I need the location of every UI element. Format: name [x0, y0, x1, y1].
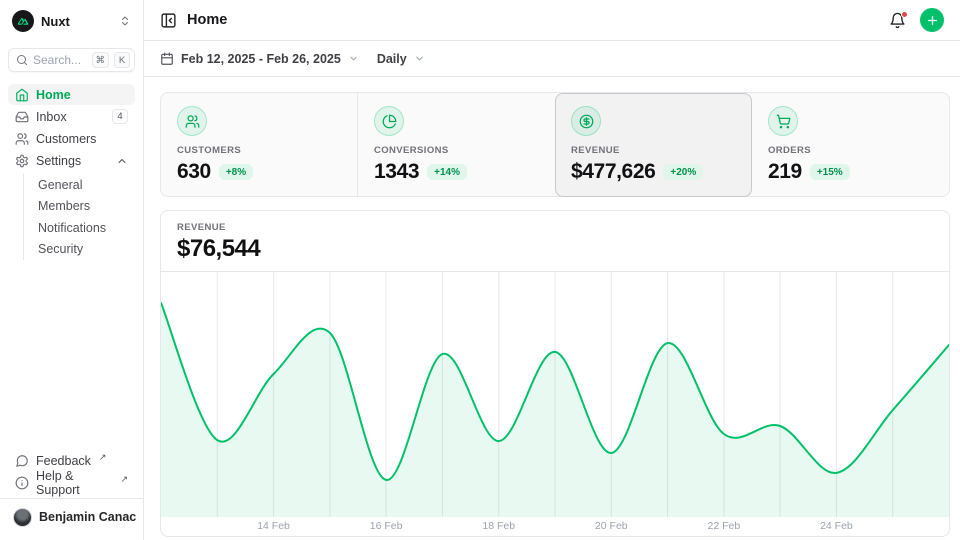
users-icon: [177, 106, 207, 136]
stat-label: ORDERS: [768, 145, 933, 156]
stat-label: CONVERSIONS: [374, 145, 539, 156]
subnav-item-label: Security: [38, 242, 83, 256]
settings-subnav: General Members Notifications Security: [23, 174, 135, 260]
sidebar-nav: Home Inbox 4 Customers Settings: [8, 84, 135, 260]
search-input-wrapper: ⌘ K: [8, 48, 135, 72]
x-axis-label: 14 Feb: [257, 520, 290, 532]
dashboard-app: Nuxt ⌘ K Home Inbox 4: [0, 0, 960, 540]
date-range-button[interactable]: Feb 12, 2025 - Feb 26, 2025: [160, 52, 359, 66]
notifications-button[interactable]: [889, 12, 906, 29]
inbox-count-badge: 4: [112, 109, 128, 124]
sidebar-item-label: Settings: [36, 154, 81, 168]
stats-panel: CUSTOMERS 630 +8% CONVERSIONS 1343 +14%: [160, 92, 950, 197]
sidebar-item-members[interactable]: Members: [24, 196, 135, 218]
subnav-item-label: Notifications: [38, 221, 106, 235]
search-icon: [16, 54, 28, 66]
x-axis-label: 24 Feb: [820, 520, 853, 532]
calendar-icon: [160, 52, 174, 66]
info-circle-icon: [15, 476, 29, 490]
sidebar-item-customers[interactable]: Customers: [8, 128, 135, 149]
period-select[interactable]: Daily: [377, 52, 425, 66]
chart-title: REVENUE: [177, 222, 933, 233]
subnav-item-label: Members: [38, 199, 90, 213]
chart-header: REVENUE $76,544: [161, 211, 949, 272]
nuxt-logo-icon: [12, 10, 34, 32]
x-axis-label: 18 Feb: [482, 520, 515, 532]
sidebar-footer: Feedback ↗ Help & Support ↗ Benjamin Can…: [8, 450, 135, 540]
sidebar-item-general[interactable]: General: [24, 174, 135, 196]
revenue-chart-card: REVENUE $76,544 14 Feb 16 Feb 18 Feb 20 Feb…: [160, 210, 950, 537]
external-link-icon: ↗: [99, 450, 107, 464]
sidebar-item-help-support[interactable]: Help & Support ↗: [8, 472, 135, 493]
sidebar-item-settings[interactable]: Settings: [8, 150, 135, 171]
chevron-down-icon: [414, 53, 425, 64]
page-title: Home: [187, 12, 227, 28]
stat-value: 1343: [374, 160, 419, 184]
stat-value: 219: [768, 160, 802, 184]
shopping-cart-icon: [768, 106, 798, 136]
stat-card-orders[interactable]: ORDERS 219 +15%: [752, 93, 949, 197]
avatar: [13, 508, 32, 527]
plus-icon: [926, 14, 939, 27]
stat-card-revenue[interactable]: REVENUE $477,626 +20%: [555, 93, 752, 197]
chart-total-value: $76,544: [177, 235, 933, 263]
sidebar-item-label: Help & Support: [36, 469, 112, 497]
period-label: Daily: [377, 52, 407, 66]
add-button[interactable]: [920, 8, 944, 32]
home-icon: [15, 88, 29, 102]
stat-value: $477,626: [571, 160, 655, 184]
stat-label: REVENUE: [571, 145, 736, 156]
x-axis-label: 22 Feb: [707, 520, 740, 532]
sidebar-item-label: Inbox: [36, 110, 67, 124]
top-bar: Home: [144, 0, 960, 41]
gear-icon: [15, 154, 29, 168]
stat-value: 630: [177, 160, 211, 184]
users-icon: [15, 132, 29, 146]
message-bubble-icon: [15, 454, 29, 468]
date-range-label: Feb 12, 2025 - Feb 26, 2025: [181, 52, 341, 66]
workspace-name: Nuxt: [41, 14, 112, 29]
x-axis-label: 16 Feb: [370, 520, 403, 532]
stat-delta-badge: +8%: [219, 164, 253, 180]
x-axis-label: 20 Feb: [595, 520, 628, 532]
workspace-switcher[interactable]: Nuxt: [8, 8, 135, 34]
stat-delta-badge: +20%: [663, 164, 703, 180]
chart-svg: [161, 272, 949, 517]
chevron-down-icon: [348, 53, 359, 64]
main-content: CUSTOMERS 630 +8% CONVERSIONS 1343 +14%: [144, 77, 960, 540]
panel-left-close-icon: [160, 12, 177, 29]
sidebar-item-label: Customers: [36, 132, 96, 146]
sidebar-item-label: Home: [36, 88, 71, 102]
filters-toolbar: Feb 12, 2025 - Feb 26, 2025 Daily: [144, 41, 960, 77]
sidebar: Nuxt ⌘ K Home Inbox 4: [0, 0, 144, 540]
stat-card-customers[interactable]: CUSTOMERS 630 +8%: [161, 93, 358, 197]
sidebar-item-inbox[interactable]: Inbox 4: [8, 106, 135, 127]
user-name: Benjamin Canac: [39, 510, 136, 524]
sidebar-item-notifications[interactable]: Notifications: [24, 217, 135, 239]
stat-label: CUSTOMERS: [177, 145, 341, 156]
revenue-area-chart: [161, 272, 949, 517]
pie-chart-icon: [374, 106, 404, 136]
search-input[interactable]: [33, 53, 87, 67]
sidebar-item-label: Feedback: [36, 454, 91, 468]
sidebar-item-home[interactable]: Home: [8, 84, 135, 105]
chevron-up-icon: [116, 155, 128, 167]
x-axis-labels: 14 Feb 16 Feb 18 Feb 20 Feb 22 Feb 24 Feb: [161, 517, 949, 536]
notification-dot: [901, 11, 908, 18]
external-link-icon: ↗: [120, 472, 128, 486]
sidebar-collapse-button[interactable]: [160, 12, 177, 29]
stat-delta-badge: +15%: [810, 164, 850, 180]
stat-delta-badge: +14%: [427, 164, 467, 180]
kbd-k: K: [114, 52, 130, 68]
user-section: Benjamin Canac: [0, 498, 143, 536]
kbd-cmd: ⌘: [92, 52, 110, 68]
chevrons-up-down-icon: [119, 15, 131, 27]
sidebar-item-security[interactable]: Security: [24, 239, 135, 261]
dollar-circle-icon: [571, 106, 601, 136]
inbox-icon: [15, 110, 29, 124]
user-menu-button[interactable]: Benjamin Canac: [8, 504, 135, 530]
stat-card-conversions[interactable]: CONVERSIONS 1343 +14%: [358, 93, 555, 197]
subnav-item-label: General: [38, 178, 82, 192]
